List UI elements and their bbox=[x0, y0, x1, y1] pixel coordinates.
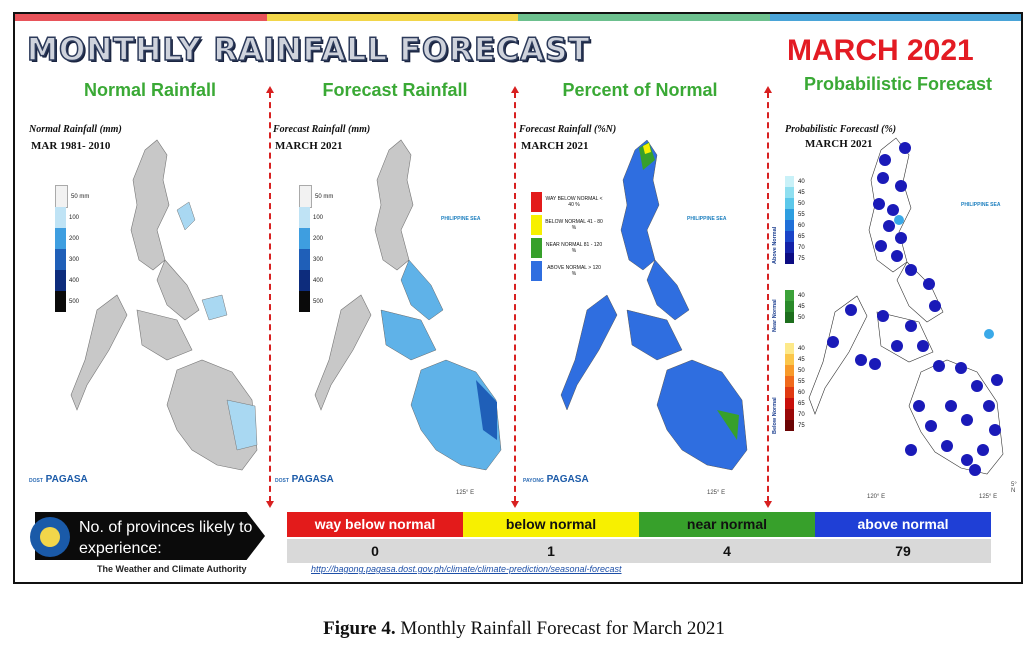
dost-logo-icon bbox=[30, 517, 70, 557]
category-way-below: way below normal bbox=[287, 512, 463, 537]
province-summary: No. of provinces likely to experience: w… bbox=[15, 504, 1021, 582]
map-title: Normal Rainfall (mm) bbox=[29, 124, 122, 135]
count-way-below: 0 bbox=[287, 539, 463, 563]
heading-percent-normal: Percent of Normal bbox=[562, 80, 718, 100]
pagasa-logo: PAYONG PAGASA bbox=[523, 474, 589, 485]
normal-rainfall-map-panel: Normal Rainfall (mm) MAR 1981- 2010 50 m… bbox=[27, 110, 267, 502]
count-near: 4 bbox=[639, 539, 815, 563]
prob-legend-near-label: Near Normal bbox=[772, 299, 778, 332]
forecast-rainfall-map-panel: Forecast Rainfall (mm) MARCH 2021 50 mm … bbox=[271, 110, 511, 502]
map-subtitle: MARCH 2021 bbox=[275, 140, 343, 152]
philippines-map-percent bbox=[560, 139, 748, 471]
heading-forecast-rainfall: Forecast Rainfall bbox=[322, 80, 468, 100]
provinces-label: No. of provinces likely to experience: bbox=[35, 512, 265, 560]
agency-tagline: The Weather and Climate Authority bbox=[97, 564, 247, 574]
philippines-map-probabilistic bbox=[808, 137, 1004, 476]
percent-normal-map-panel: Forecast Rainfall (%N) MARCH 2021 WAY BE… bbox=[517, 110, 757, 502]
map-title: Forecast Rainfall (mm) bbox=[273, 124, 371, 135]
pct-legend-way-below: WAY BELOW NORMAL < 40 % bbox=[531, 192, 603, 212]
prob-legend-above-label: Above Normal bbox=[772, 226, 778, 264]
rainfall-legend: 50 mm 100 200 300 400 500 bbox=[299, 185, 333, 312]
panel-divider bbox=[511, 86, 519, 508]
source-url-link[interactable]: http://bagong.pagasa.dost.gov.ph/climate… bbox=[311, 564, 622, 574]
pagasa-logo: DOST PAGASA bbox=[275, 474, 334, 485]
probabilistic-map-panel: Probabilistic Forecastl (%) MARCH 2021 P… bbox=[771, 110, 1021, 502]
philippines-map-forecast bbox=[314, 139, 502, 471]
philippines-map-normal bbox=[70, 139, 258, 471]
map-subtitle: MARCH 2021 bbox=[521, 140, 589, 152]
category-header-row: way below normal below normal near norma… bbox=[287, 512, 991, 537]
category-above: above normal bbox=[815, 512, 991, 537]
sea-label: PHILIPPINE SEA bbox=[441, 216, 481, 222]
pct-legend-above: ABOVE NORMAL > 120 % bbox=[531, 261, 603, 281]
count-above: 79 bbox=[815, 539, 991, 563]
panel-divider bbox=[764, 86, 772, 508]
category-below: below normal bbox=[463, 512, 639, 537]
map-title: Forecast Rainfall (%N) bbox=[519, 124, 617, 135]
prob-legend-below-label: Below Normal bbox=[772, 397, 778, 434]
pagasa-logo: DOST PAGASA bbox=[29, 474, 88, 485]
heading-normal-rainfall: Normal Rainfall bbox=[83, 80, 217, 100]
month-title: MARCH 2021 bbox=[787, 34, 974, 67]
map-title: Probabilistic Forecastl (%) bbox=[785, 124, 897, 135]
count-below: 1 bbox=[463, 539, 639, 563]
figure-frame: MONTHLY RAINFALL FORECAST MARCH 2021 Nor… bbox=[13, 12, 1023, 584]
probability-legend: 40 45 50 55 60 65 70 75 40 45 50 40 45 5… bbox=[785, 176, 819, 431]
map-subtitle: MARCH 2021 bbox=[805, 138, 873, 150]
figure-caption: Figure 4. Monthly Rainfall Forecast for … bbox=[323, 618, 725, 639]
heading-probabilistic: Probabilistic Forecast bbox=[803, 74, 993, 94]
category-count-row: 0 1 4 79 bbox=[287, 539, 991, 563]
main-title: MONTHLY RAINFALL FORECAST bbox=[26, 31, 591, 69]
rainfall-legend: 50 mm 100 200 300 400 500 bbox=[55, 185, 89, 312]
pct-legend-near: NEAR NORMAL 81 - 120 % bbox=[531, 238, 603, 258]
panel-divider bbox=[266, 86, 274, 508]
category-near: near normal bbox=[639, 512, 815, 537]
sea-label: PHILIPPINE SEA bbox=[687, 216, 727, 222]
map-subtitle: MAR 1981- 2010 bbox=[31, 140, 111, 152]
pct-legend-below: BELOW NORMAL 41 - 80 % bbox=[531, 215, 603, 235]
sea-label: PHILIPPINE SEA bbox=[961, 202, 1001, 208]
color-top-bar bbox=[15, 14, 1021, 21]
